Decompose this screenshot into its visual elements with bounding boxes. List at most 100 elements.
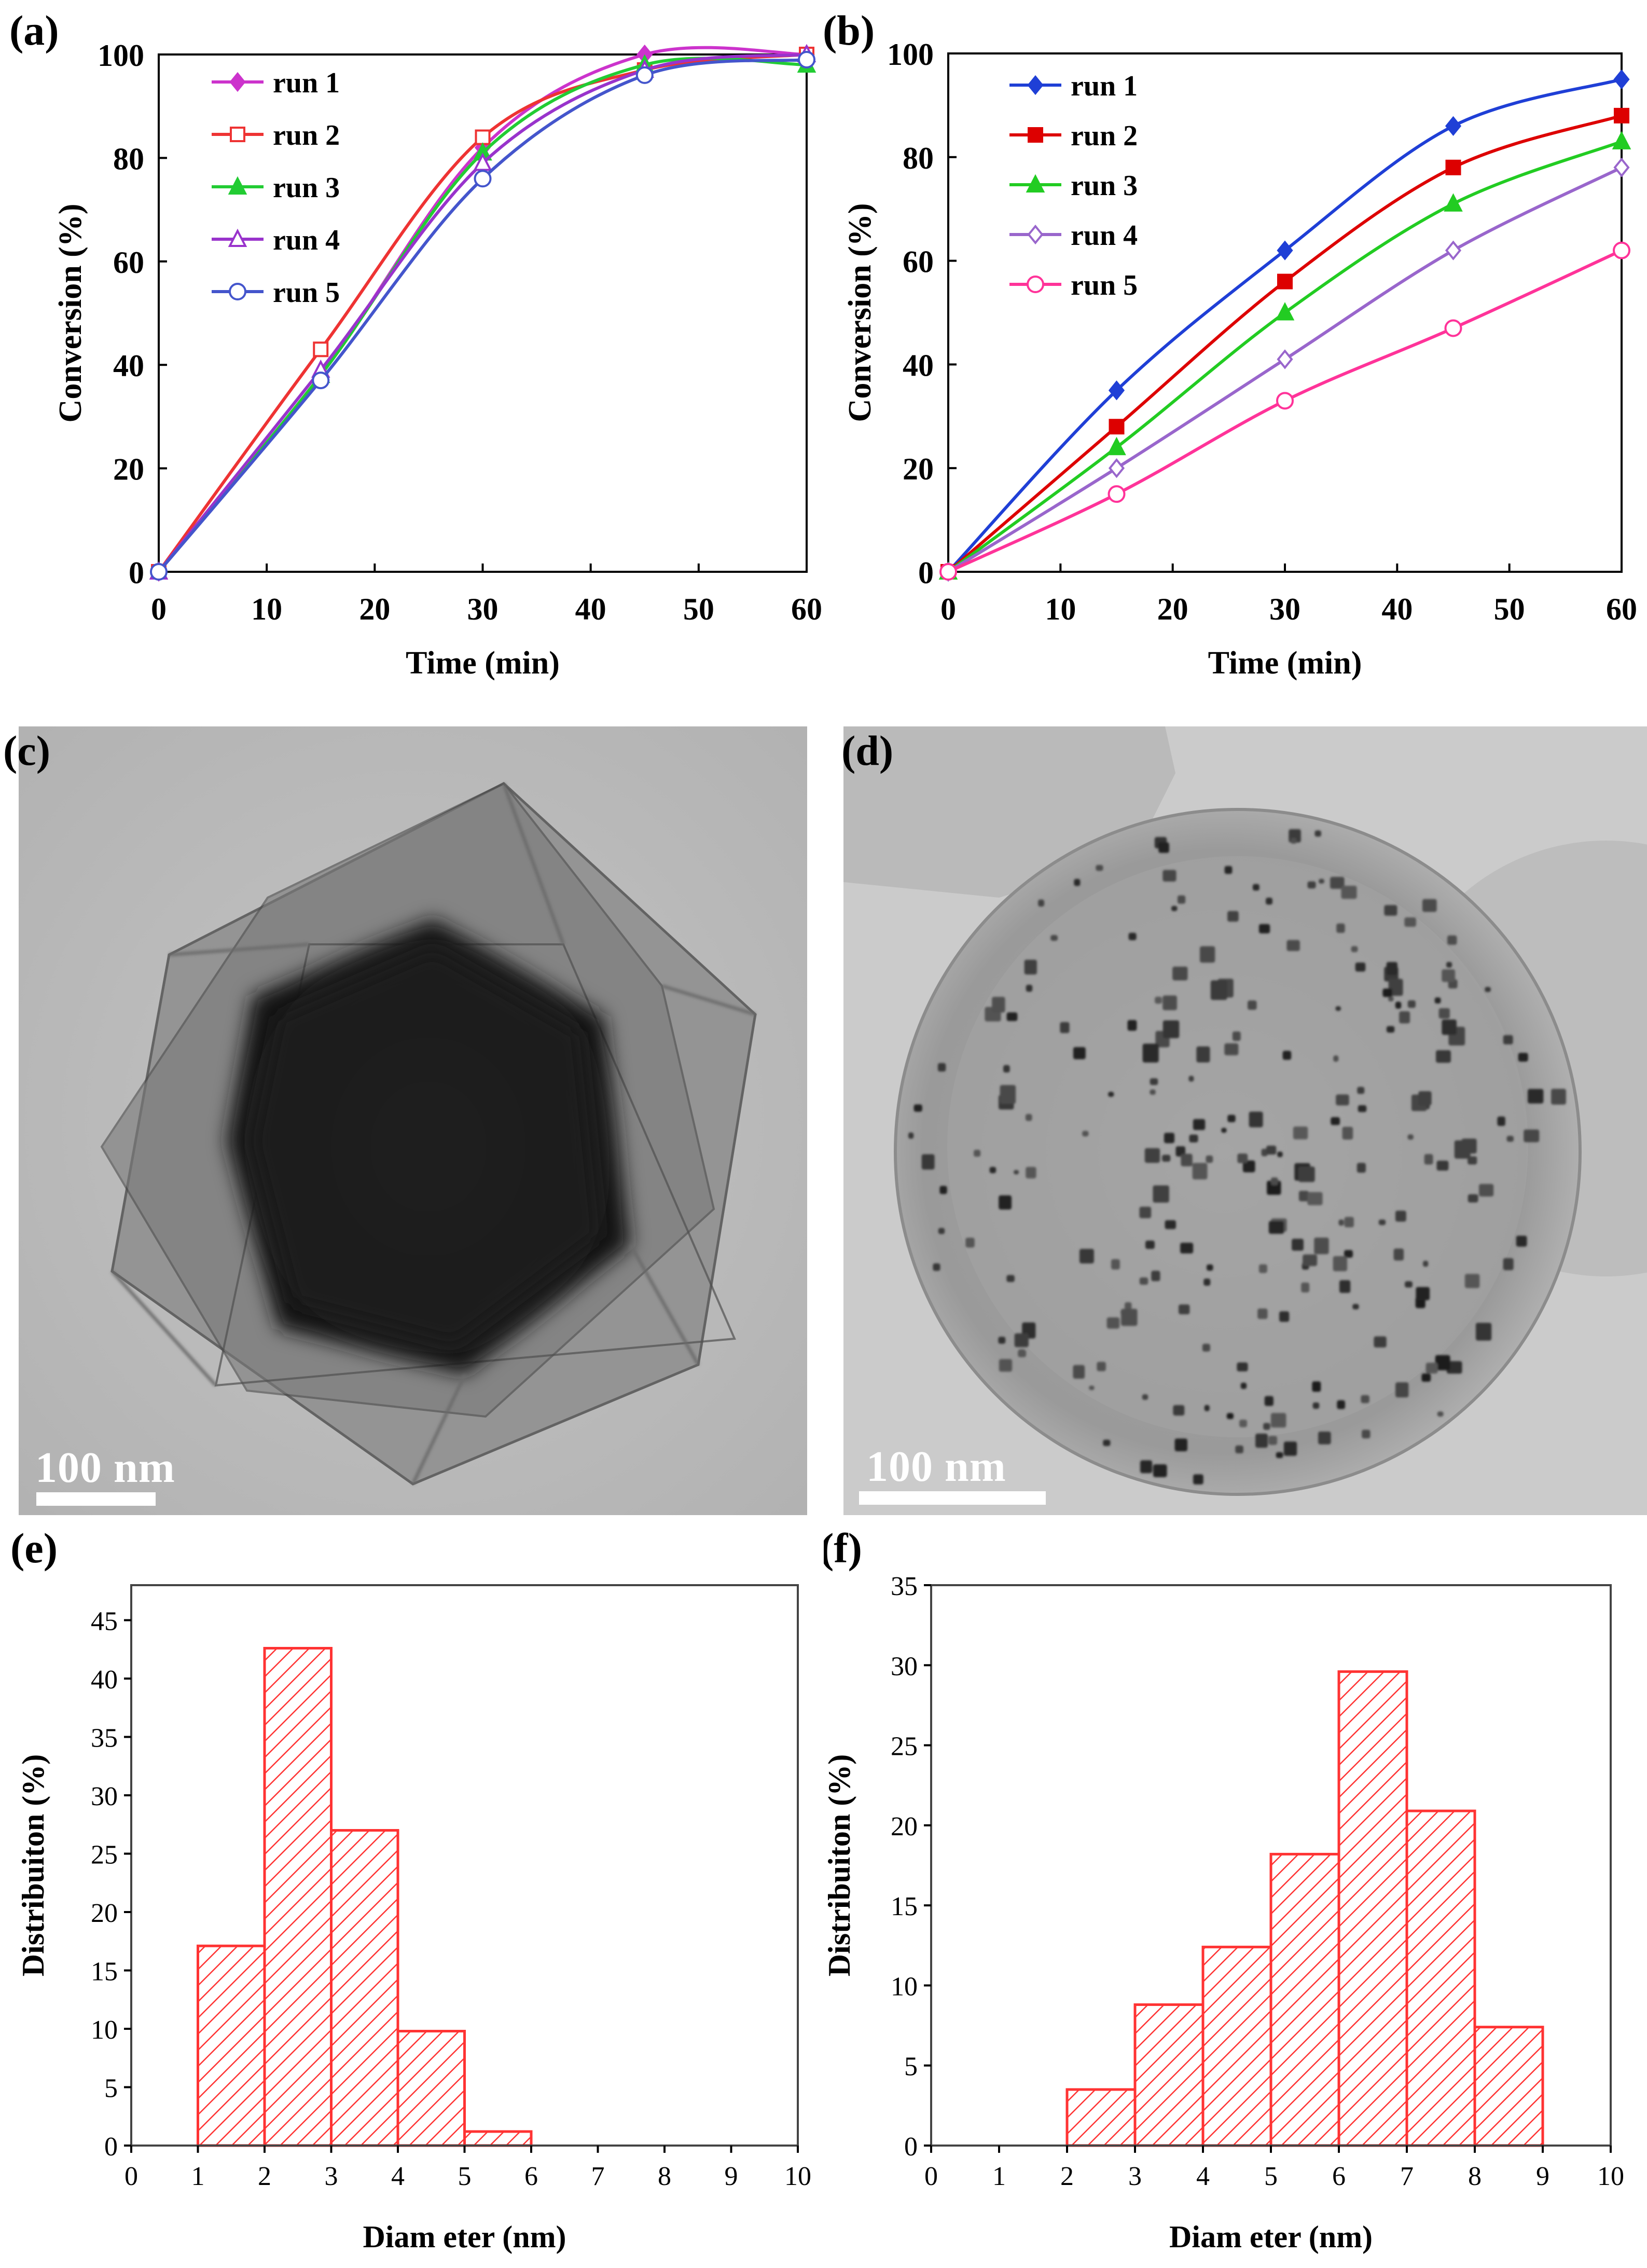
nanoparticle bbox=[1435, 1355, 1450, 1370]
x-tick-label: 20 bbox=[1157, 592, 1188, 626]
panel-label: (f) bbox=[824, 1524, 862, 1572]
data-point bbox=[1109, 419, 1125, 435]
y-tick-label: 15 bbox=[891, 1892, 918, 1921]
nanoparticle bbox=[1203, 1279, 1211, 1286]
series-3: run 3 bbox=[938, 131, 1631, 580]
nanoparticle bbox=[1096, 864, 1103, 871]
data-point bbox=[1445, 159, 1461, 175]
nanoparticle bbox=[1089, 1385, 1095, 1391]
data-point bbox=[1445, 116, 1462, 136]
nanoparticle bbox=[1352, 1304, 1359, 1310]
x-tick-label: 0 bbox=[940, 592, 956, 626]
series-1: run 1 bbox=[150, 44, 815, 582]
legend-label: run 1 bbox=[1071, 70, 1138, 102]
y-tick-label: 40 bbox=[903, 348, 934, 382]
nanoparticle bbox=[1333, 1055, 1339, 1062]
nanoparticle bbox=[1227, 911, 1239, 922]
nanoparticle bbox=[1162, 995, 1177, 1010]
nanoparticle bbox=[1121, 1309, 1138, 1326]
nanoparticle bbox=[1314, 1238, 1329, 1255]
nanoparticle bbox=[1293, 1126, 1308, 1139]
nanoparticle bbox=[921, 1154, 935, 1170]
tem-image-c: 100 nm bbox=[19, 726, 807, 1515]
histogram-bar bbox=[396, 2030, 466, 2147]
nanoparticle bbox=[1018, 1350, 1027, 1357]
x-tick-label: 7 bbox=[591, 2162, 605, 2191]
nanoparticle bbox=[1418, 1091, 1432, 1106]
x-tick-label: 6 bbox=[524, 2162, 538, 2191]
data-point bbox=[474, 170, 492, 188]
panel-label: (a) bbox=[9, 7, 59, 54]
scale-bar-d bbox=[859, 1491, 1046, 1505]
nanoparticle bbox=[1127, 1020, 1137, 1031]
series-5: run 5 bbox=[150, 50, 815, 581]
x-tick-label: 10 bbox=[1597, 2162, 1624, 2191]
x-tick-label: 2 bbox=[258, 2162, 271, 2191]
nanoparticle bbox=[1357, 1087, 1365, 1094]
nanoparticle bbox=[1079, 1248, 1094, 1263]
nanoparticle bbox=[1503, 1035, 1513, 1044]
histogram-bar bbox=[1065, 2088, 1137, 2147]
nanoparticle bbox=[1270, 1177, 1278, 1186]
nanoparticle bbox=[1337, 1400, 1345, 1409]
x-tick-label: 1 bbox=[191, 2162, 205, 2191]
nanoparticle bbox=[1142, 1394, 1148, 1400]
nanoparticle bbox=[1423, 1260, 1429, 1267]
scale-bar-label-c: 100 nm bbox=[35, 1444, 175, 1492]
nanoparticle bbox=[1074, 878, 1081, 886]
x-axis-title: Time (min) bbox=[1208, 645, 1362, 681]
nanoparticle bbox=[1108, 1092, 1114, 1097]
nanoparticle bbox=[998, 1337, 1006, 1344]
y-axis-title: Distribuiton (%) bbox=[16, 1754, 50, 1976]
legend-marker bbox=[229, 72, 246, 92]
nanoparticle bbox=[1139, 1277, 1148, 1285]
nanoparticle bbox=[1464, 1274, 1480, 1288]
nanoparticle bbox=[999, 1359, 1013, 1372]
nanoparticle bbox=[1235, 1445, 1243, 1453]
x-tick-label: 7 bbox=[1400, 2162, 1414, 2191]
nanoparticle bbox=[1171, 905, 1178, 911]
legend-marker bbox=[1027, 224, 1044, 245]
x-tick-label: 20 bbox=[359, 592, 390, 626]
y-tick-label: 100 bbox=[98, 38, 144, 73]
data-point bbox=[1612, 131, 1631, 149]
nanoparticle bbox=[1276, 1452, 1283, 1458]
nanoparticle bbox=[1232, 1031, 1241, 1041]
nanoparticle bbox=[1330, 876, 1345, 889]
nanoparticle bbox=[1362, 1429, 1371, 1439]
nanoparticle bbox=[1442, 1019, 1457, 1035]
data-point bbox=[1276, 392, 1294, 410]
nanoparticle bbox=[1189, 1134, 1198, 1143]
histogram-bar bbox=[263, 1647, 333, 2147]
nanoparticle bbox=[1312, 1402, 1320, 1409]
nanoparticle bbox=[1333, 1256, 1348, 1272]
x-tick-label: 5 bbox=[1264, 2162, 1278, 2191]
data-point bbox=[635, 66, 654, 84]
x-tick-label: 9 bbox=[725, 2162, 738, 2191]
nanoparticle bbox=[1210, 980, 1227, 1000]
y-tick-label: 60 bbox=[903, 245, 934, 279]
nanoparticle bbox=[1257, 1308, 1268, 1319]
x-tick-label: 40 bbox=[1381, 592, 1413, 626]
data-point bbox=[1277, 240, 1293, 260]
nanoparticle bbox=[1180, 1242, 1194, 1254]
nanoparticle bbox=[1395, 1211, 1406, 1222]
data-point bbox=[1613, 69, 1630, 90]
legend-label: run 1 bbox=[273, 67, 340, 99]
y-axis-title: Conversion (%) bbox=[842, 203, 878, 422]
nanoparticle bbox=[1399, 1011, 1410, 1024]
nanoparticle bbox=[1446, 1361, 1462, 1374]
legend-marker bbox=[1027, 75, 1044, 95]
nanoparticle bbox=[1181, 1153, 1193, 1166]
nanoparticle bbox=[1355, 962, 1366, 972]
x-tick-label: 10 bbox=[251, 592, 282, 626]
data-point bbox=[1108, 380, 1125, 401]
nanoparticle bbox=[1506, 1135, 1514, 1142]
nanoparticle bbox=[1206, 1264, 1213, 1271]
nanoparticle bbox=[1277, 1151, 1283, 1158]
y-tick-label: 10 bbox=[891, 1972, 918, 2001]
x-tick-label: 8 bbox=[1468, 2162, 1482, 2191]
legend-label: run 3 bbox=[1071, 170, 1138, 202]
nanoparticle bbox=[1097, 1362, 1106, 1371]
